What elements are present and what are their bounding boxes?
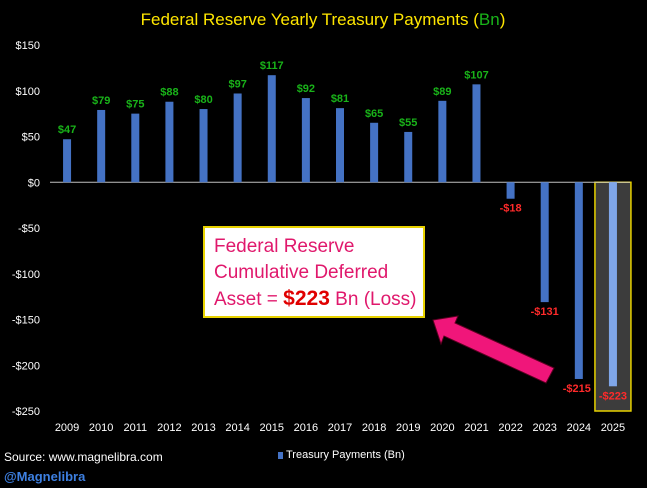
bar	[233, 93, 242, 183]
data-label: $117	[260, 60, 284, 72]
bar	[608, 182, 617, 387]
bar	[267, 75, 276, 183]
x-tick-label: 2013	[191, 422, 215, 434]
data-label: -$215	[563, 383, 591, 395]
x-tick-label: 2017	[328, 422, 352, 434]
x-tick-label: 2022	[498, 422, 522, 434]
x-tick-label: 2018	[362, 422, 386, 434]
bar	[540, 182, 549, 303]
legend-swatch	[278, 451, 283, 459]
data-label: -$131	[531, 306, 559, 318]
bar	[63, 139, 72, 183]
bar	[404, 131, 413, 183]
chart-title-unit: Bn	[479, 10, 500, 29]
annotation-box: Federal Reserve Cumulative Deferred Asse…	[203, 226, 425, 318]
data-label: -$18	[500, 203, 522, 215]
bar	[438, 100, 447, 183]
y-tick-label: -$150	[12, 315, 40, 327]
legend: Treasury Payments (Bn)	[278, 449, 405, 461]
y-tick-label: -$100	[12, 269, 40, 281]
y-tick-label: $50	[22, 132, 40, 144]
data-label: $89	[433, 86, 451, 98]
data-label: $75	[126, 99, 144, 111]
annotation-line-2: Cumulative Deferred	[214, 262, 389, 283]
annotation-line-3-suffix: Bn (Loss)	[329, 289, 417, 310]
x-tick-label: 2023	[532, 422, 556, 434]
bar	[97, 109, 106, 183]
bar	[506, 182, 515, 199]
data-label: $55	[399, 117, 417, 129]
x-tick-label: 2016	[294, 422, 318, 434]
annotation-line-3-prefix: Asset =	[214, 289, 284, 310]
bar-series	[63, 75, 617, 387]
data-label: $47	[58, 124, 76, 136]
data-label: $81	[331, 93, 349, 105]
y-tick-label: -$250	[12, 406, 40, 418]
data-label: $97	[228, 78, 246, 90]
x-tick-label: 2025	[601, 422, 625, 434]
chart-title: Federal Reserve Yearly Treasury Payments…	[141, 10, 506, 29]
data-label: $65	[365, 108, 383, 120]
pink-arrow	[432, 315, 555, 384]
callout-arrow	[432, 315, 555, 384]
bar	[301, 98, 310, 183]
bar	[165, 101, 174, 183]
x-tick-label: 2019	[396, 422, 420, 434]
x-tick-label: 2014	[225, 422, 249, 434]
bar	[370, 122, 379, 183]
y-tick-label: -$50	[18, 223, 40, 235]
x-tick-label: 2015	[260, 422, 284, 434]
bar	[199, 109, 208, 183]
x-tick-label: 2010	[89, 422, 113, 434]
data-label: $80	[194, 94, 212, 106]
annotation-line-3: Asset = $223 Bn (Loss)	[214, 286, 423, 313]
x-tick-label: 2009	[55, 422, 79, 434]
data-label: $107	[464, 69, 488, 81]
y-tick-label: -$200	[12, 360, 40, 372]
legend-label: Treasury Payments (Bn)	[286, 449, 405, 461]
data-label: $88	[160, 87, 178, 99]
source-credit: Source: www.magnelibra.com	[4, 450, 163, 464]
data-labels: $47 $79 $75 $88 $80 $97 $117 $92 $81 $65 $55 $89 $10…	[58, 60, 627, 402]
bar	[574, 182, 583, 379]
data-label: $79	[92, 95, 110, 107]
y-tick-label: $150	[16, 40, 40, 52]
data-label: -$223	[599, 390, 627, 402]
x-tick-label: 2021	[464, 422, 488, 434]
y-tick-label: $0	[28, 177, 40, 189]
x-tick-label: 2012	[157, 422, 181, 434]
chart-title-main: Federal Reserve Yearly Treasury Payments…	[141, 10, 480, 29]
annotation-loss-value: $223	[283, 287, 330, 310]
chart-title-close: )	[500, 10, 506, 29]
annotation-line-1: Federal Reserve	[214, 236, 355, 257]
x-tick-label: 2011	[123, 422, 147, 434]
x-axis: 2009 2010 2011 2012 2013 2014 2015 2016 2017 2018…	[55, 422, 625, 434]
x-tick-label: 2024	[567, 422, 591, 434]
bar	[336, 108, 344, 183]
y-tick-label: $100	[16, 86, 40, 98]
x-tick-label: 2020	[430, 422, 454, 434]
bar	[472, 84, 481, 183]
bar	[131, 113, 140, 183]
data-label: $92	[297, 83, 315, 95]
twitter-handle: @Magnelibra	[4, 469, 86, 484]
